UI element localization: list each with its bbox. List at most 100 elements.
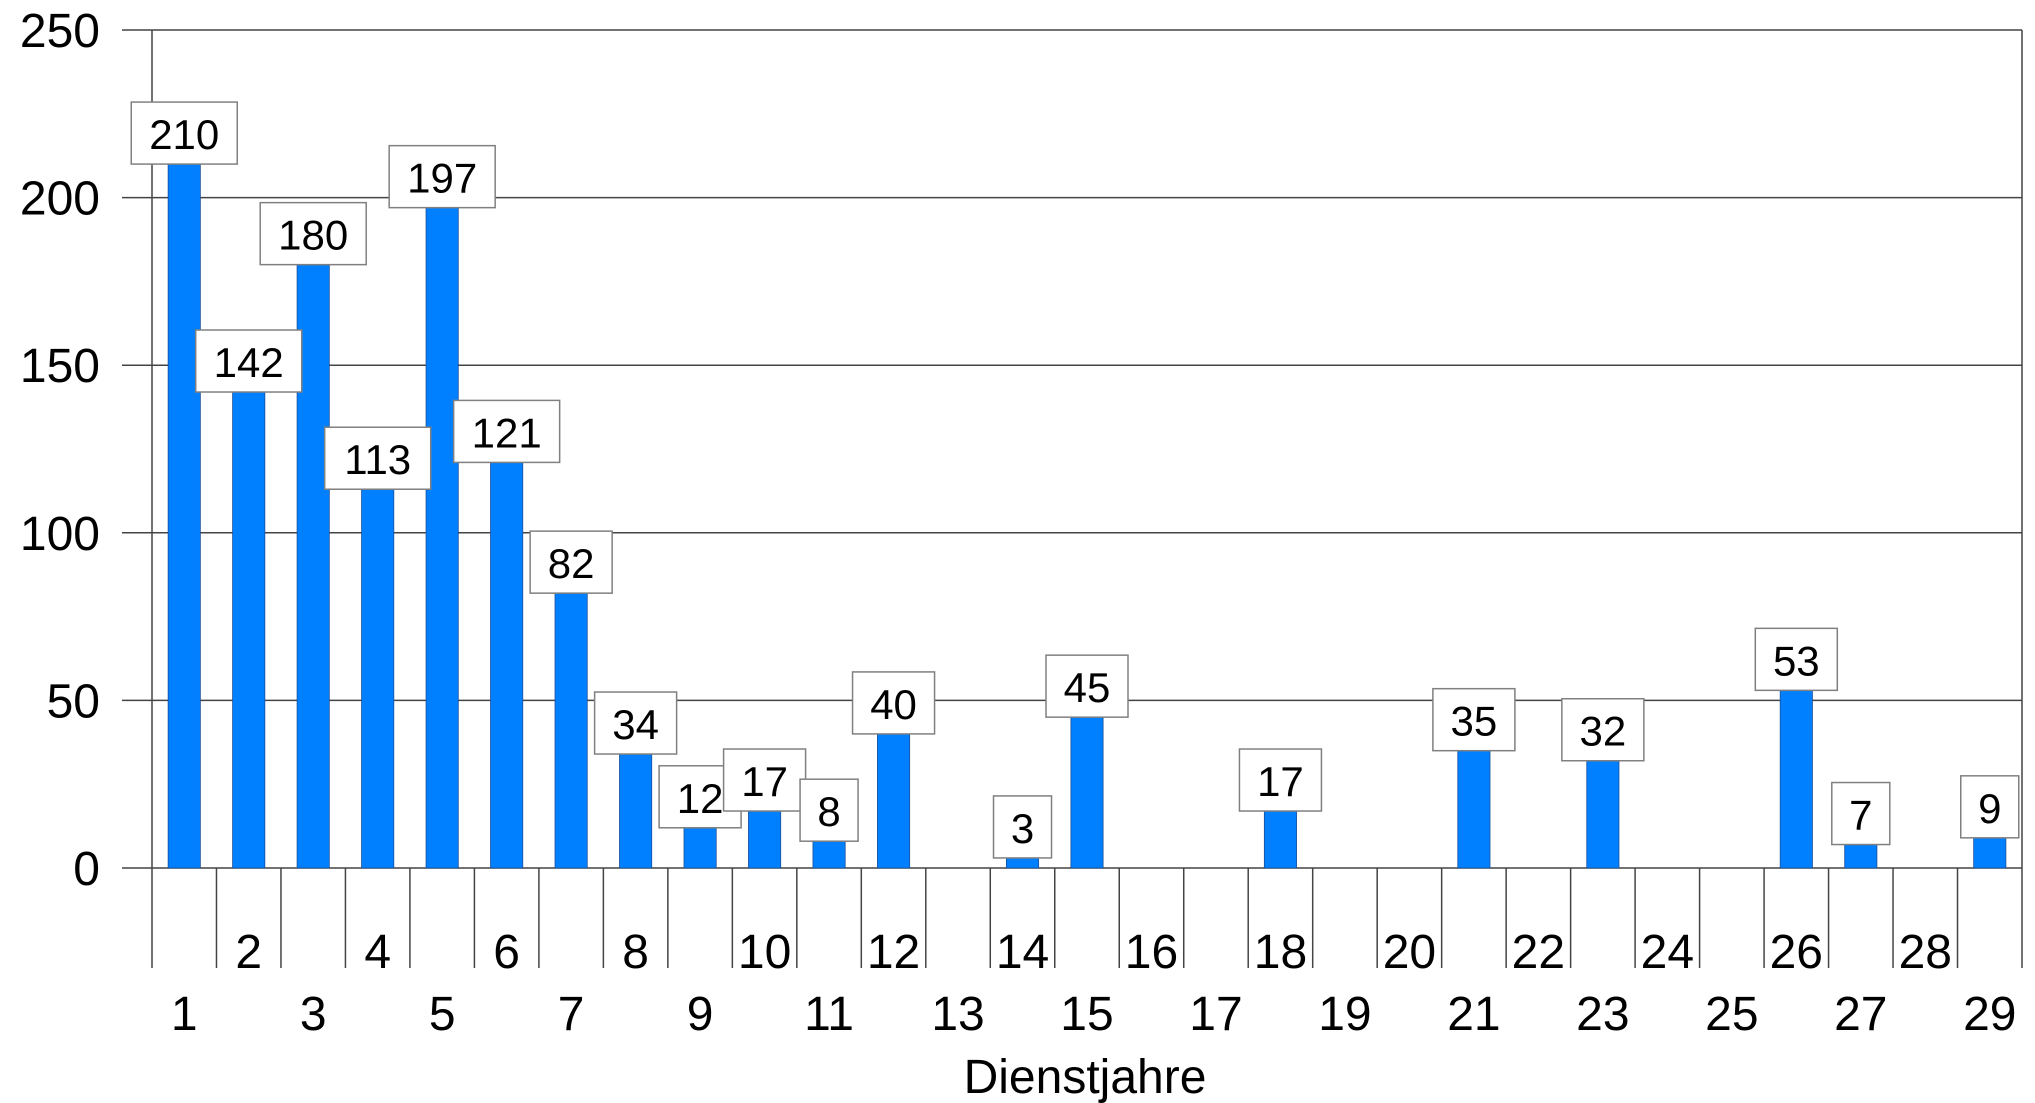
x-tick-label: 13 — [931, 988, 984, 1041]
bars — [167, 163, 2007, 869]
data-label-box — [452, 399, 561, 464]
y-tick-label: 0 — [73, 843, 100, 896]
data-label-box — [1754, 627, 1839, 692]
data-label-text: 17 — [1257, 758, 1304, 805]
data-label-box — [851, 671, 936, 735]
data-label-text: 9 — [1978, 785, 2001, 832]
data-label: 53 — [1754, 627, 1839, 692]
data-label-text: 82 — [548, 540, 595, 587]
bar — [877, 733, 911, 869]
bar — [1005, 857, 1040, 869]
x-tick-label: 27 — [1834, 988, 1887, 1041]
x-tick-label: 10 — [738, 926, 791, 979]
data-label-text: 121 — [472, 409, 542, 456]
data-label-text: 35 — [1451, 698, 1498, 745]
bar — [619, 753, 653, 869]
bar — [1779, 689, 1813, 869]
data-label-box — [130, 101, 238, 165]
data-label-text: 40 — [870, 681, 917, 728]
x-tick-label: 1 — [171, 988, 198, 1041]
x-tick-label: 14 — [996, 926, 1049, 979]
data-label-box — [1831, 781, 1891, 846]
x-tick-label: 2 — [235, 926, 262, 979]
bar — [748, 810, 782, 869]
data-label-text: 7 — [1849, 792, 1872, 839]
data-label-box — [722, 748, 807, 812]
data-label-text: 197 — [407, 155, 477, 202]
x-tick-label: 12 — [867, 926, 920, 979]
data-label-box — [799, 778, 859, 842]
data-label-box — [1045, 654, 1129, 718]
data-label-box — [992, 795, 1053, 859]
bar — [361, 488, 395, 869]
data-label-box — [323, 426, 432, 490]
x-tick-label: 7 — [558, 988, 585, 1041]
data-label: 121 — [452, 399, 561, 464]
data-label: 180 — [259, 201, 367, 266]
data-label-box — [1432, 687, 1516, 752]
data-label: 142 — [194, 329, 303, 393]
bar — [1973, 837, 2007, 869]
data-label-text: 180 — [278, 212, 348, 259]
x-tick-label: 24 — [1641, 926, 1694, 979]
data-label: 35 — [1432, 687, 1516, 752]
data-label: 8 — [799, 778, 859, 842]
data-label: 34 — [593, 691, 678, 755]
bar — [683, 827, 717, 869]
data-label-text: 142 — [214, 339, 284, 386]
x-tick-labels: 1234567891011121314151617181920212223242… — [171, 926, 2017, 1041]
x-tick-label: 9 — [687, 988, 714, 1041]
y-tick-label: 50 — [47, 675, 100, 728]
x-tick-label: 6 — [493, 926, 520, 979]
data-label-text: 45 — [1064, 664, 1111, 711]
y-tick-labels: 0 50 100 150 200 250 — [20, 5, 100, 896]
data-label-text: 34 — [612, 701, 659, 748]
x-tick-label: 19 — [1318, 988, 1371, 1041]
y-tick-label: 100 — [20, 508, 100, 561]
bar — [232, 391, 266, 869]
data-label-text: 17 — [741, 758, 788, 805]
bar — [1263, 810, 1297, 869]
bar — [554, 592, 588, 869]
bar — [1844, 844, 1878, 869]
data-label: 113 — [323, 426, 432, 490]
x-tick-label: 26 — [1770, 926, 1823, 979]
data-label: 82 — [529, 530, 613, 594]
data-label-text: 210 — [149, 111, 219, 158]
bar — [425, 207, 459, 869]
data-label-text: 3 — [1011, 805, 1034, 852]
data-label: 3 — [992, 795, 1053, 859]
x-tick-label: 8 — [622, 926, 649, 979]
bar — [1457, 750, 1491, 869]
data-label-box — [259, 201, 367, 266]
x-tick-label: 5 — [429, 988, 456, 1041]
x-tick-label: 15 — [1060, 988, 1113, 1041]
y-tick-label: 150 — [20, 340, 100, 393]
x-tick-label: 17 — [1189, 988, 1242, 1041]
data-label-box — [194, 329, 303, 393]
x-tick-label: 22 — [1512, 926, 1565, 979]
x-tick-label: 11 — [804, 988, 854, 1041]
x-tick-label: 18 — [1254, 926, 1307, 979]
data-label-box — [1561, 697, 1645, 762]
data-label: 40 — [851, 671, 936, 735]
bar — [1586, 760, 1620, 869]
data-label: 32 — [1561, 697, 1645, 762]
y-tick-label: 200 — [20, 173, 100, 226]
data-label: 45 — [1045, 654, 1129, 718]
x-tick-label: 29 — [1963, 988, 2016, 1041]
bar — [167, 163, 201, 869]
x-tick-label: 4 — [364, 926, 391, 979]
data-label-box — [1238, 748, 1323, 812]
data-label: 7 — [1831, 781, 1891, 846]
bar — [812, 840, 846, 869]
bar — [1070, 716, 1104, 869]
data-labels: 210 142 180 113 197 121 82 34 12 17 8 40 3 45 17 35 32 53… — [130, 101, 2020, 859]
data-label-box — [593, 691, 678, 755]
data-label-box — [388, 144, 496, 209]
data-label-text: 12 — [677, 775, 724, 822]
data-label: 17 — [1238, 748, 1323, 812]
bar — [490, 462, 524, 869]
x-tick-label: 23 — [1576, 988, 1629, 1041]
